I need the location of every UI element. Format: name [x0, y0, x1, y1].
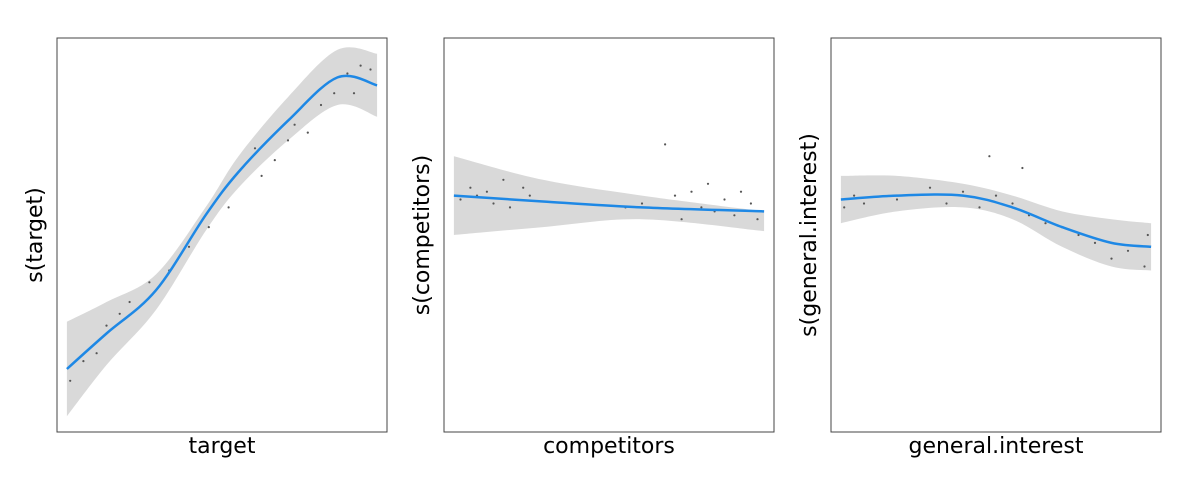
smooth-curve: [453, 194, 765, 213]
data-point: [1021, 166, 1024, 170]
data-point: [988, 155, 991, 158]
y-axis-title: s(competitors): [410, 155, 435, 315]
y-axis-title: s(general.interest): [797, 133, 822, 337]
data-point: [286, 139, 290, 142]
data-points: [459, 143, 759, 221]
data-point: [862, 202, 866, 205]
data-point: [359, 64, 362, 67]
data-point: [528, 194, 531, 197]
data-point: [1044, 222, 1047, 225]
data-point: [1077, 233, 1080, 237]
data-point: [1093, 241, 1097, 244]
data-point: [459, 198, 462, 201]
data-point: [128, 300, 131, 304]
data-point: [756, 218, 759, 221]
data-point: [118, 312, 121, 315]
smooth-curve: [840, 193, 1152, 249]
data-point: [700, 206, 703, 209]
data-point: [508, 206, 512, 209]
confidence-band: [453, 156, 765, 235]
data-point: [640, 202, 644, 205]
data-point: [690, 190, 693, 193]
data-point: [1126, 249, 1130, 252]
x-axis-title: competitors: [543, 434, 675, 459]
data-point: [306, 131, 309, 134]
data-point: [733, 214, 736, 217]
plot-frame: [443, 37, 775, 433]
data-point: [346, 72, 349, 75]
x-axis-title: target: [189, 434, 256, 459]
data-point: [978, 206, 981, 209]
data-point: [352, 92, 356, 95]
data-point: [95, 352, 98, 355]
confidence-band: [66, 47, 378, 417]
data-point: [69, 379, 72, 382]
data-point: [319, 103, 323, 107]
data-point: [853, 194, 856, 197]
data-point: [961, 190, 965, 193]
data-point: [928, 186, 932, 189]
data-point: [673, 194, 677, 197]
data-point: [485, 190, 488, 193]
data-point: [749, 202, 752, 205]
data-point: [994, 194, 998, 197]
data-point: [1143, 265, 1146, 268]
panel-competitors: competitors s(competitors): [410, 37, 775, 459]
data-point: [680, 218, 683, 221]
data-point: [1146, 233, 1149, 237]
data-point: [664, 143, 667, 146]
data-point: [502, 178, 505, 181]
data-point: [273, 159, 276, 162]
data-point: [333, 92, 336, 95]
data-point: [293, 123, 296, 126]
panel-general-interest: general.interest s(general.interest): [797, 37, 1162, 459]
data-point: [522, 186, 525, 189]
data-point: [723, 198, 726, 201]
data-point: [105, 324, 108, 327]
data-point: [1011, 202, 1014, 205]
data-point: [492, 202, 495, 205]
data-point: [227, 206, 230, 209]
data-point: [469, 186, 472, 189]
y-axis-title: s(target): [23, 187, 48, 283]
x-axis-title: general.interest: [908, 434, 1083, 459]
data-point: [945, 202, 948, 205]
data-point: [843, 206, 846, 209]
smooth-curve: [66, 74, 378, 370]
data-point: [82, 360, 85, 363]
data-point: [207, 226, 210, 229]
data-point: [187, 245, 191, 248]
data-point: [706, 182, 710, 185]
plot-frame: [56, 37, 388, 433]
data-point: [895, 198, 899, 201]
data-point: [260, 174, 263, 177]
confidence-band: [840, 175, 1152, 271]
data-point: [253, 147, 257, 150]
data-point: [369, 68, 372, 71]
data-point: [148, 281, 151, 284]
panel-target: target s(target): [23, 37, 388, 459]
data-point: [739, 190, 743, 193]
data-point: [1110, 257, 1113, 260]
plot-frame: [830, 37, 1162, 433]
